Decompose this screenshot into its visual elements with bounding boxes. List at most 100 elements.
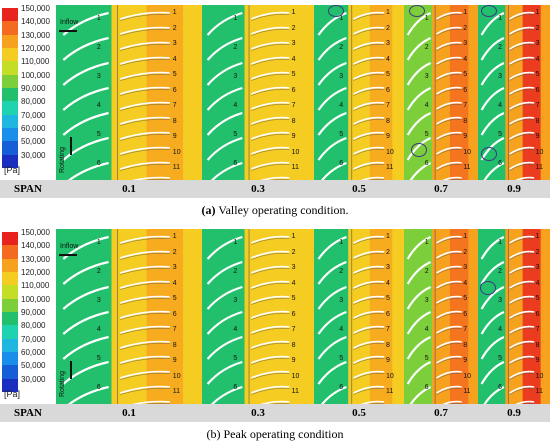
- contour-panel: 1 2 3 4 5 6 1 2 3 4 5 6 7 8 9 10 11: [404, 229, 479, 405]
- stator-blade-number: 4: [424, 326, 429, 333]
- legend-tick-label: 30,000: [21, 150, 46, 160]
- legend-swatch: [2, 378, 18, 393]
- legend-swatch: [2, 365, 18, 380]
- legend-unit-a: [Pa]: [4, 165, 21, 175]
- rotor-blade-number: 6: [386, 86, 390, 94]
- legend-tick-label: 140,000: [21, 17, 50, 27]
- rotor-blade-number: 8: [291, 117, 296, 125]
- legend-tick-label: 150,000: [21, 4, 50, 13]
- legend-tick-label: 90,000: [21, 308, 46, 317]
- stator-blade: [482, 385, 505, 405]
- span-value: 0.5: [352, 407, 366, 419]
- stator-blade: [317, 61, 347, 86]
- inflow-label: Inflow: [60, 19, 79, 26]
- rotor-blade-number: 5: [386, 295, 390, 302]
- legend-swatch: [2, 74, 18, 89]
- rotor-blade-number: 9: [463, 357, 468, 364]
- stator-blade-number: 5: [498, 131, 503, 138]
- rotor-blade-number: 1: [172, 233, 177, 240]
- rotor-blade-number: 6: [463, 86, 468, 94]
- rotor-blade-number: 4: [291, 279, 296, 287]
- rotor-blade-number: 7: [291, 102, 296, 109]
- rotor-blade-number: 2: [386, 248, 390, 256]
- rotor-blade-number: 3: [172, 40, 177, 47]
- legend-swatch: [2, 312, 18, 326]
- stator-blade-number: 2: [339, 268, 344, 275]
- stator-blade: [406, 235, 432, 260]
- stator-blade-number: 6: [96, 384, 101, 391]
- rotor-blade-number: 11: [386, 164, 394, 171]
- rotor-blade-number: 5: [172, 295, 177, 302]
- caption-a: (a) Valley operating condition.: [0, 203, 550, 218]
- rotor-blade-number: 4: [172, 55, 177, 63]
- rotor-blade-number: 5: [172, 71, 177, 78]
- rotor-blade-number: 7: [172, 326, 177, 333]
- rotor-blade-number: 7: [386, 102, 390, 109]
- rotor-blade-number: 4: [386, 279, 390, 287]
- stator-blade: [320, 161, 347, 181]
- stator-blade: [406, 86, 432, 111]
- contour-panel: 1 2 3 4 5 6 1 2 3 4 5 6 7 8 9 10 11: [314, 229, 405, 405]
- rotating-label: Rotating: [59, 146, 66, 173]
- rotor-blade-number: 4: [463, 55, 468, 63]
- stator-blade: [320, 385, 347, 405]
- rotor-blade-number: 11: [172, 164, 181, 171]
- stator-blade: [209, 161, 243, 181]
- legend-swatch: [2, 285, 18, 300]
- rotor-blade-number: 10: [291, 372, 300, 380]
- rotor-blade-number: 5: [535, 71, 540, 78]
- legend-tick-label: 90,000: [21, 84, 46, 93]
- legend-swatch: [2, 101, 18, 116]
- span-header: SPAN: [14, 407, 42, 419]
- stator-blade-number: 2: [498, 268, 503, 275]
- inflow-arrow: [59, 30, 77, 32]
- legend-tick-label: 120,000: [21, 44, 50, 53]
- legend-swatch: [2, 88, 18, 102]
- stator-blade: [206, 260, 243, 285]
- legend-tick-label: 80,000: [21, 321, 46, 331]
- rotor-blade-number: 7: [291, 326, 296, 333]
- stator-blade: [317, 310, 347, 335]
- span-value: 0.7: [434, 183, 448, 195]
- legend-tick-label: 100,000: [21, 70, 50, 80]
- stator-blade: [317, 136, 347, 161]
- stator-blade: [62, 136, 109, 161]
- figure-a: 150,000 140,000 130,000 120,000 110,000 100,0…: [0, 4, 550, 218]
- legend-swatch: [2, 325, 18, 340]
- legend-swatch: [2, 48, 18, 62]
- stator-blade: [480, 111, 505, 136]
- caption-b-prefix: (b): [206, 427, 221, 441]
- contour-panel: 1 2 3 4 5 6 1 2 3 4 5 6 7 8 9 10 11: [202, 5, 315, 181]
- stator-blade-number: 1: [498, 15, 503, 22]
- rotor-blade-number: 8: [172, 341, 177, 349]
- stator-blade-number: 5: [339, 131, 344, 138]
- rotor-blade-number: 4: [172, 279, 177, 287]
- stator-blade: [317, 260, 347, 285]
- rotor-blade-number: 3: [386, 40, 390, 47]
- legend-swatch: [2, 272, 18, 286]
- contour-panel: 1 2 3 4 5 6 1 2 3 4 5 6 7 8 9 10 11: [56, 229, 203, 405]
- stator-blade-number: 3: [498, 73, 503, 80]
- stator-blade-number: 5: [339, 355, 344, 362]
- rotor-blade-number: 9: [535, 133, 540, 140]
- inflow-label: Inflow: [60, 243, 79, 250]
- stator-blade: [62, 260, 109, 285]
- stator-blade-number: 5: [96, 355, 101, 362]
- rotor-blade-number: 8: [535, 117, 540, 125]
- stator-blade: [406, 285, 432, 310]
- rotor-blade-number: 10: [172, 148, 181, 156]
- highlight-circle: [409, 5, 425, 17]
- caption-b: (b) Peak operating condition: [0, 427, 550, 442]
- stator-blade-number: 6: [424, 384, 429, 391]
- legend-tick-label: 60,000: [21, 124, 46, 133]
- rotor-blade-number: 9: [172, 357, 177, 364]
- rotor-blade-number: 4: [535, 279, 540, 287]
- stator-blade-number: 5: [233, 355, 238, 362]
- stator-blade-number: 1: [498, 239, 503, 246]
- rotor-blade-number: 6: [535, 86, 540, 94]
- rotor-blade-number: 9: [463, 133, 468, 140]
- rotor-blade-number: 10: [291, 148, 300, 156]
- stator-blade: [480, 310, 505, 335]
- span-value: 0.3: [251, 407, 265, 419]
- stator-blade-number: 3: [233, 73, 238, 80]
